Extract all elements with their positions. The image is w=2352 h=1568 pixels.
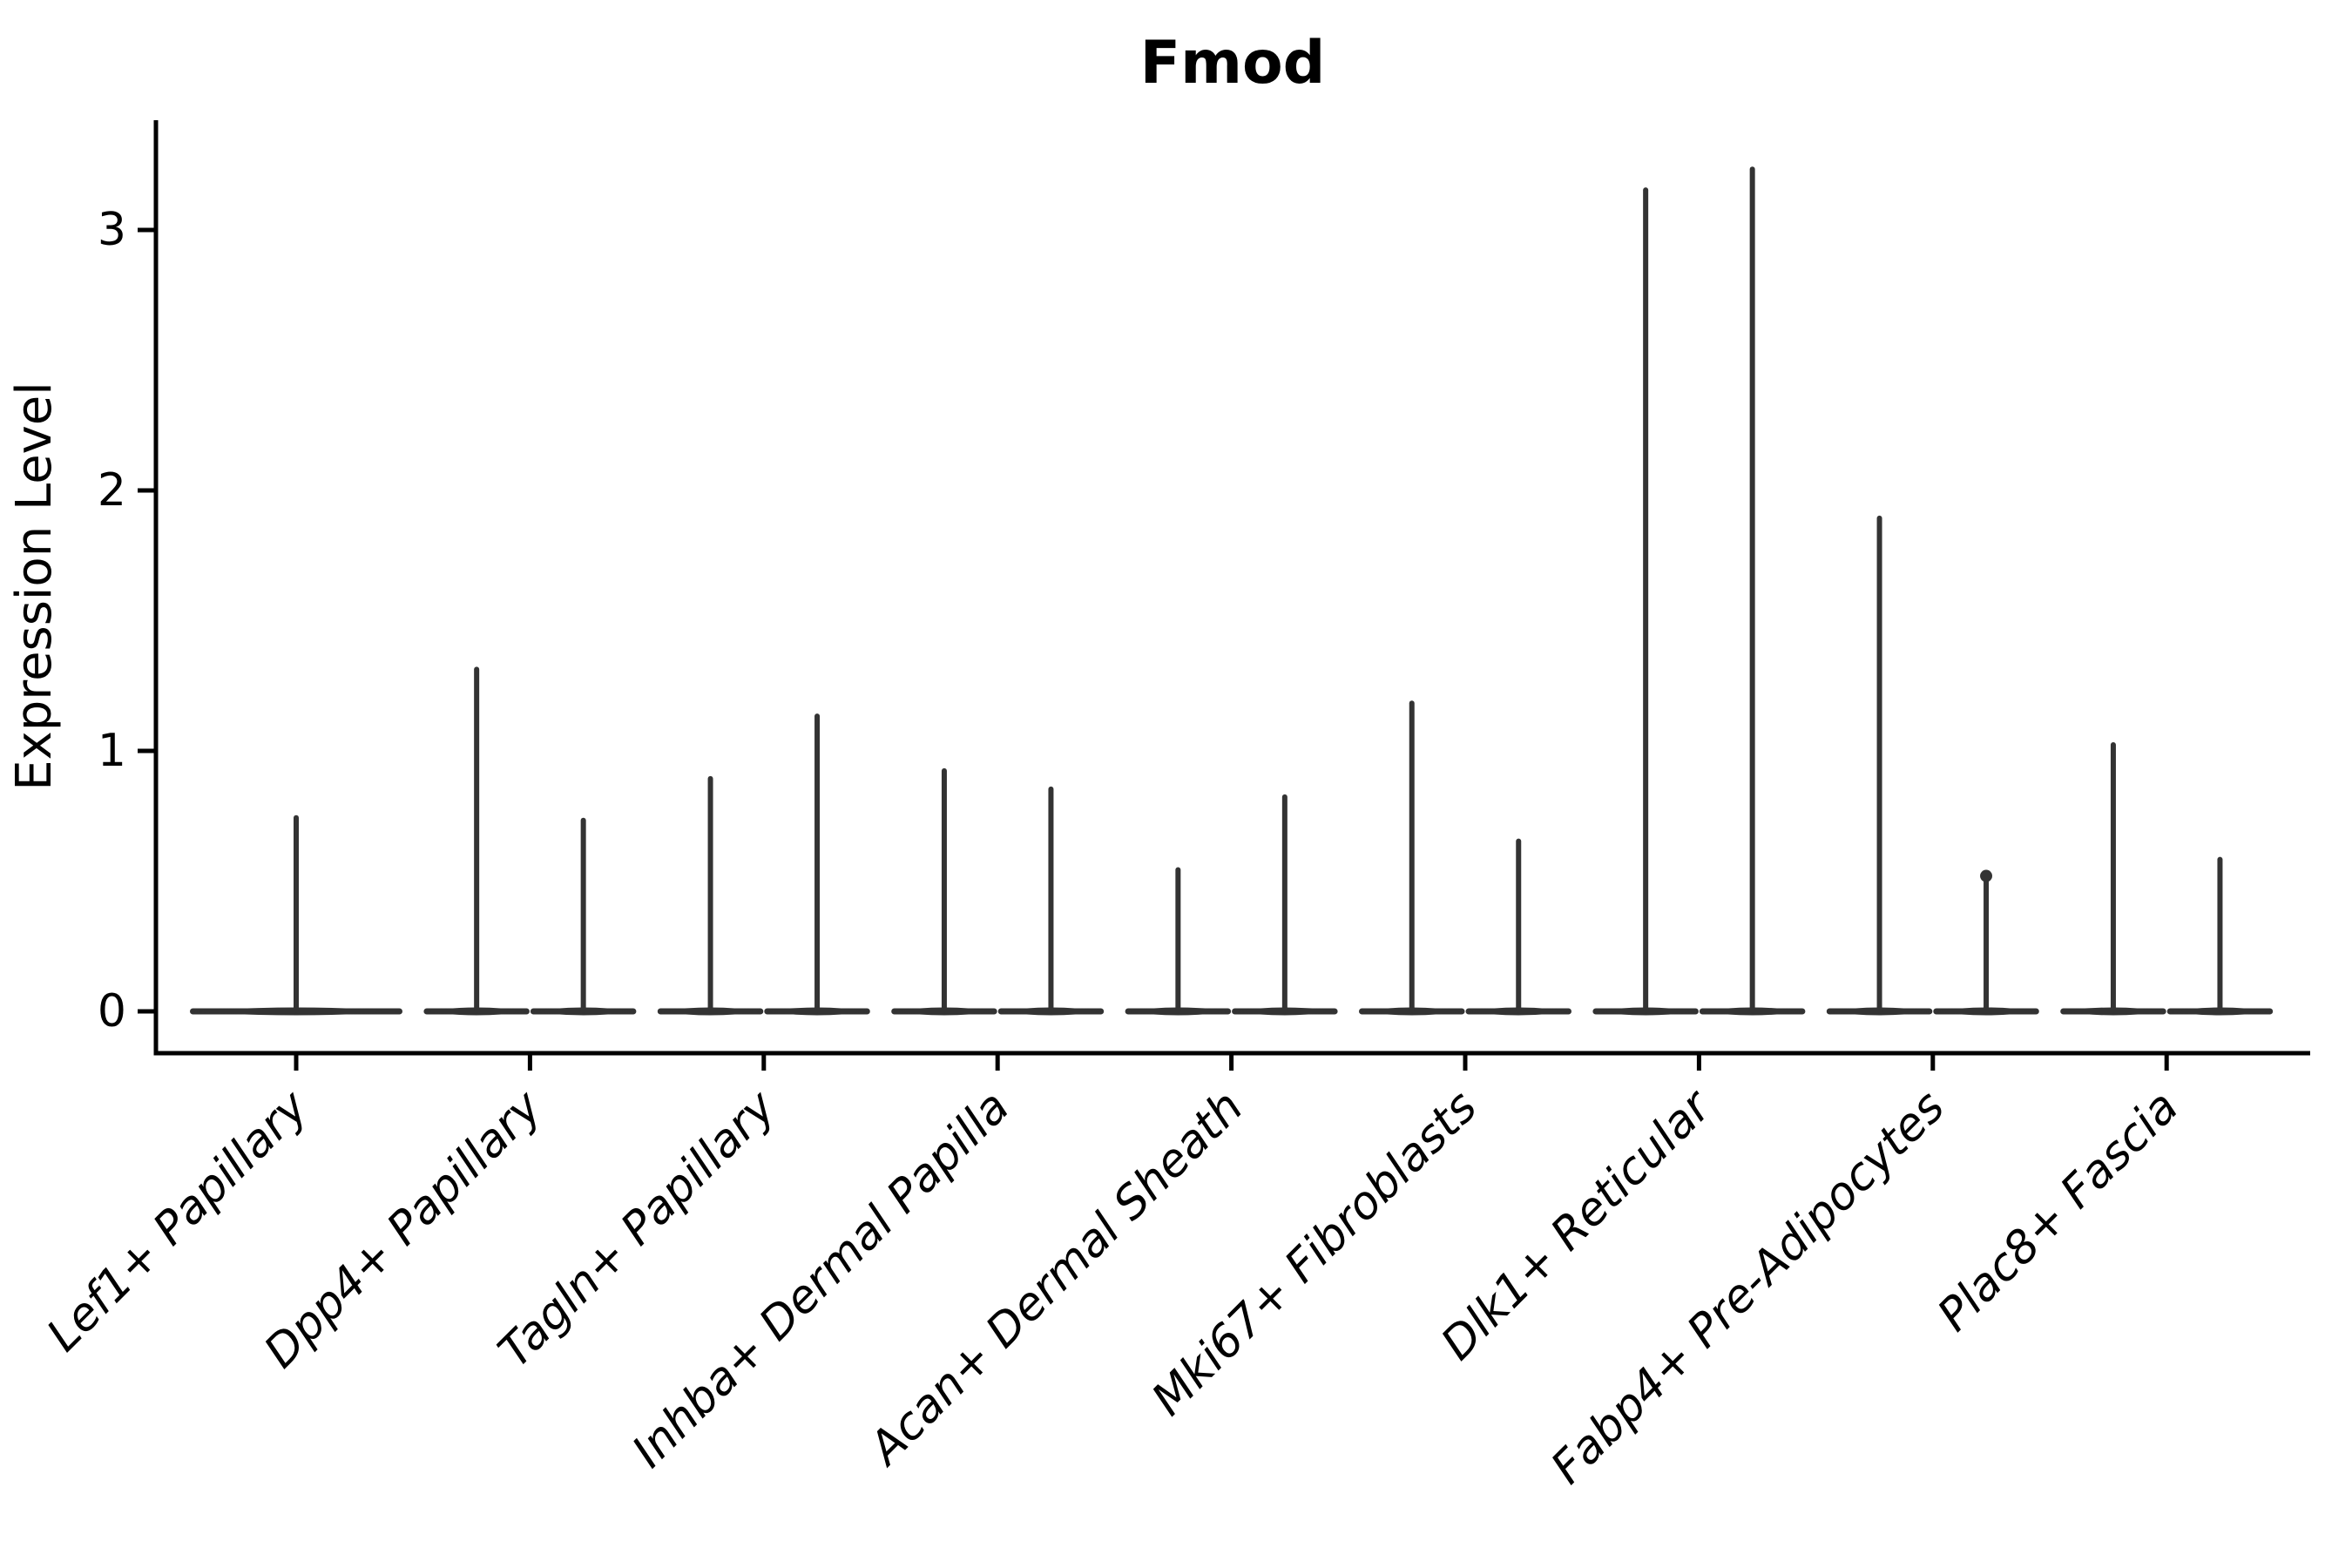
- y-tick-label: 1: [98, 725, 126, 777]
- y-axis-label: Expression Level: [6, 382, 63, 791]
- y-axis-ticks: 0 1 2 3: [98, 204, 156, 1037]
- x-tick-label: Fabp4+ Pre-Adipocytes: [1541, 1081, 1955, 1495]
- violin-group: [190, 814, 402, 1016]
- chart-title: Fmod: [1140, 29, 1326, 98]
- y-tick-label: 0: [98, 985, 126, 1037]
- violin-series: [190, 166, 2274, 1016]
- x-tick-label: Acan+ Dermal Sheath: [858, 1081, 1254, 1477]
- y-tick-label: 2: [98, 464, 126, 517]
- x-tick-label: Plac8+ Fascia: [1928, 1081, 2188, 1342]
- violin-group: [1125, 794, 1338, 1016]
- violin-group: [891, 767, 1105, 1016]
- violin-group: [2060, 742, 2274, 1016]
- violin-group: [1359, 700, 1571, 1016]
- violin-group: [1826, 515, 2039, 1016]
- y-tick-label: 3: [98, 204, 126, 256]
- violin-group: [423, 666, 637, 1016]
- violin-group: [1592, 166, 1806, 1016]
- violin-group: [657, 713, 870, 1016]
- violin-tip-dot: [1980, 869, 1993, 882]
- x-tick-label: Inhba+ Dermal Papilla: [623, 1081, 1020, 1478]
